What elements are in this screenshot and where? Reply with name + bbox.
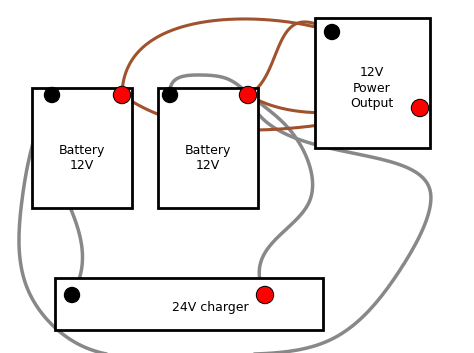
Circle shape: [412, 101, 428, 115]
Circle shape: [115, 88, 129, 102]
Circle shape: [325, 24, 339, 40]
Circle shape: [239, 86, 256, 103]
Circle shape: [256, 287, 273, 304]
Circle shape: [257, 287, 273, 303]
Circle shape: [64, 287, 80, 303]
Circle shape: [113, 86, 130, 103]
Text: Battery
12V: Battery 12V: [59, 144, 105, 172]
Text: Battery
12V: Battery 12V: [185, 144, 231, 172]
Circle shape: [411, 100, 428, 116]
Bar: [55, 278, 323, 330]
Circle shape: [240, 88, 255, 102]
Bar: [32, 88, 132, 208]
Bar: [315, 18, 430, 148]
Text: 12V
Power
Output: 12V Power Output: [350, 66, 393, 109]
Text: 24V charger: 24V charger: [172, 300, 248, 313]
Bar: [158, 88, 258, 208]
Circle shape: [45, 88, 60, 102]
Circle shape: [163, 88, 177, 102]
